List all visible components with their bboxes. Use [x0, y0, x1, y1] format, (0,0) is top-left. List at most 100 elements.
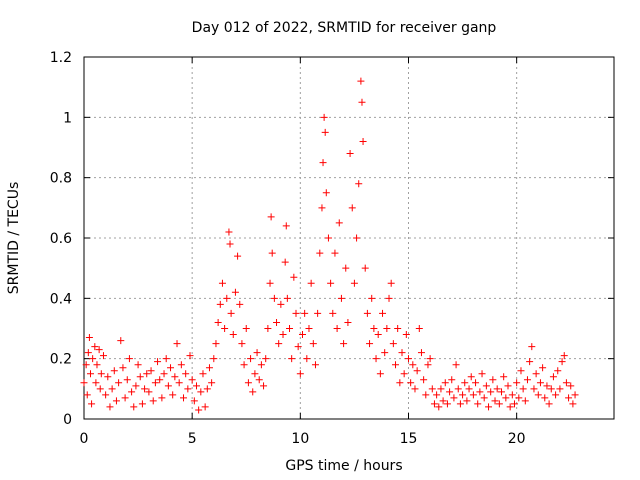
data-point [556, 385, 564, 393]
data-point [225, 228, 233, 236]
data-point [456, 400, 464, 408]
data-point [268, 249, 276, 257]
data-point [506, 403, 514, 411]
data-point [128, 388, 136, 396]
data-point [554, 367, 562, 375]
data-point [426, 355, 434, 363]
data-point [318, 204, 326, 212]
data-point [288, 355, 296, 363]
data-point [413, 367, 421, 375]
data-point [562, 379, 570, 387]
data-point [448, 376, 456, 384]
data-point [303, 355, 311, 363]
data-point [89, 355, 97, 363]
data-point [86, 370, 94, 378]
data-point [383, 325, 391, 332]
data-point [424, 361, 432, 369]
data-point [141, 385, 149, 393]
data-point [282, 222, 290, 230]
data-point [329, 309, 337, 317]
data-point [110, 367, 118, 375]
data-point [508, 391, 516, 399]
data-point [167, 364, 175, 372]
data-point [567, 382, 575, 390]
data-point [411, 385, 419, 393]
data-point [102, 391, 110, 399]
data-point [255, 376, 263, 384]
data-point [292, 309, 300, 317]
data-point [175, 379, 183, 387]
data-point [260, 382, 268, 390]
data-point [134, 361, 142, 369]
y-axis-label: SRMTID / TECUs [6, 182, 22, 295]
data-point [491, 397, 499, 405]
data-point [366, 340, 374, 348]
data-point [117, 337, 125, 345]
data-point [147, 367, 155, 375]
data-point [446, 388, 454, 396]
data-point [257, 361, 265, 369]
data-point [350, 279, 358, 287]
data-point [218, 279, 226, 287]
y-tick-label: 1.2 [50, 50, 72, 66]
x-tick-label: 0 [80, 431, 89, 447]
data-point [106, 403, 114, 411]
data-point [374, 331, 382, 339]
data-point [125, 355, 133, 363]
data-point [158, 394, 166, 402]
data-point [430, 400, 438, 408]
data-point [307, 279, 315, 287]
data-point [247, 355, 255, 363]
data-point [528, 343, 536, 351]
data-point [394, 325, 402, 332]
data-point [422, 391, 430, 399]
data-point [286, 325, 294, 332]
data-points [80, 77, 579, 414]
data-point [536, 379, 544, 387]
data-point [96, 385, 104, 393]
data-point [309, 340, 317, 348]
data-point [221, 325, 229, 332]
data-point [311, 361, 319, 369]
data-point [478, 370, 486, 378]
data-point [205, 364, 213, 372]
data-point [192, 382, 200, 390]
data-point [91, 343, 99, 351]
data-point [487, 388, 495, 396]
ticks: 0 0.2 0.4 0.6 0.8 1 1.2 0 5 10 15 20 [50, 50, 614, 447]
data-point [372, 355, 380, 363]
data-point [83, 391, 91, 399]
chart-title: Day 012 of 2022, SRMTID for receiver gan… [192, 20, 497, 36]
data-point [184, 385, 192, 393]
data-point [283, 294, 291, 302]
data-point [266, 279, 274, 287]
x-tick-label: 5 [188, 431, 197, 447]
data-point [532, 370, 540, 378]
data-point [465, 385, 473, 393]
data-point [402, 331, 410, 339]
data-point [480, 394, 488, 402]
data-point [392, 361, 400, 369]
data-point [132, 382, 140, 390]
data-point [123, 376, 131, 384]
data-point [417, 349, 425, 357]
data-point [160, 370, 168, 378]
data-point [279, 331, 287, 339]
data-point [404, 355, 412, 363]
data-point [539, 364, 547, 372]
data-point [348, 204, 356, 212]
data-point [164, 382, 172, 390]
x-tick-label: 20 [508, 431, 526, 447]
data-point [177, 361, 185, 369]
data-point [387, 279, 395, 287]
data-point [320, 113, 328, 121]
data-point [151, 379, 159, 387]
data-point [337, 294, 345, 302]
data-point [355, 180, 363, 188]
data-point [428, 385, 436, 393]
data-point [327, 279, 335, 287]
data-point [112, 397, 120, 405]
data-point [201, 403, 209, 411]
